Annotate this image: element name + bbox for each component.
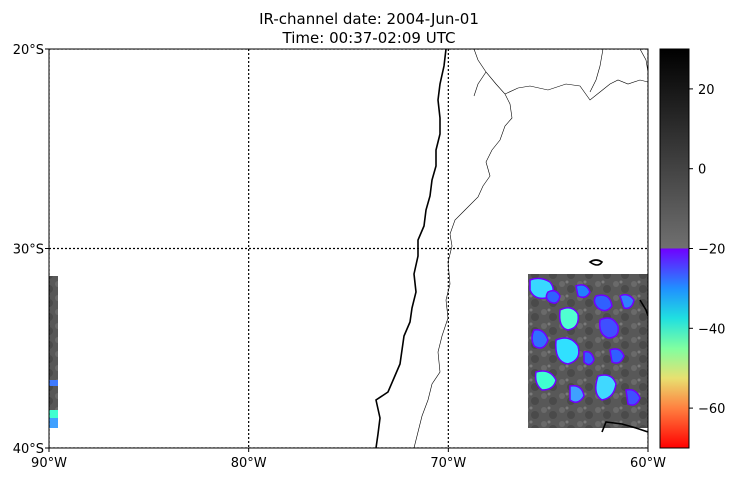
colorbar-tick-label: 20 [698,83,715,98]
coastline [375,49,648,448]
map-axis-ticks: 90°W 80°W 70°W 60°W 20°S 30°S 40°S [13,43,666,471]
lat-tick-label: 40°S [13,442,44,457]
colorbar-tick-label: −20 [698,243,725,258]
colorbar-ticks: 20 0 −20 −40 −60 [689,83,725,417]
lon-tick-label: 90°W [31,456,67,471]
colorbar-tick-label: 0 [698,163,706,178]
colorbar-cold-segment [660,248,689,448]
colorbar: 20 0 −20 −40 −60 [659,48,725,449]
lat-tick-label: 30°S [13,243,44,258]
map-gridlines [49,49,648,448]
lon-tick-label: 70°W [430,456,466,471]
lon-tick-label: 80°W [231,456,267,471]
colorbar-tick-label: −60 [698,402,725,417]
ir-swath-east [528,274,648,428]
lat-tick-label: 20°S [13,43,44,58]
map-title-line1: IR-channel date: 2004-Jun-01 [259,10,479,28]
ir-swath-west [49,276,58,428]
lon-tick-label: 60°W [630,456,666,471]
colorbar-gray-segment [660,49,689,249]
map-area [49,49,648,448]
colorbar-tick-label: −40 [698,322,725,337]
map-title-line2: Time: 00:37-02:09 UTC [282,29,456,47]
